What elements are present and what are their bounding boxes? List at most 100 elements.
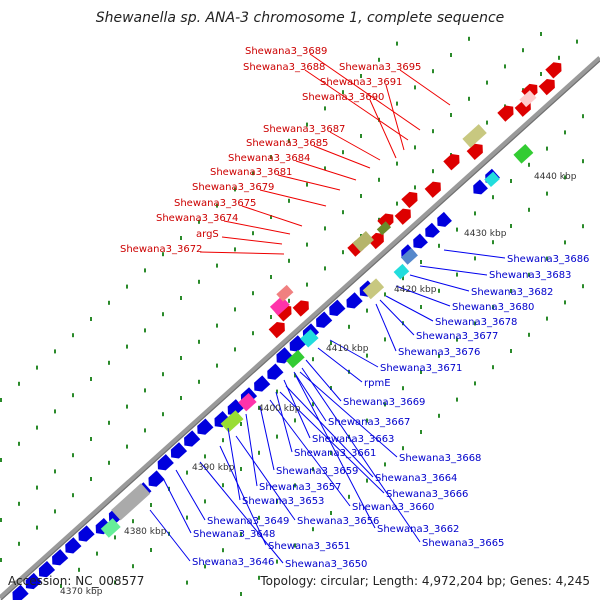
gene-feature[interactable] bbox=[538, 78, 555, 96]
gene-label[interactable]: Shewana3_3662 bbox=[377, 524, 459, 535]
gene-label[interactable]: Shewana3_3685 bbox=[246, 138, 328, 149]
rna-feature[interactable] bbox=[100, 518, 121, 538]
rna-feature[interactable] bbox=[111, 483, 151, 521]
gene-label[interactable]: Shewana3_3677 bbox=[416, 331, 498, 342]
gene-feature[interactable] bbox=[424, 181, 441, 198]
gene-feature[interactable] bbox=[289, 335, 306, 352]
gene-feature[interactable] bbox=[65, 537, 82, 554]
gene-label[interactable]: Shewana3_3665 bbox=[422, 538, 504, 549]
grid-dot bbox=[72, 453, 74, 458]
rna-feature[interactable] bbox=[276, 284, 294, 302]
gene-feature[interactable] bbox=[148, 470, 165, 487]
gene-label[interactable]: Shewana3_3666 bbox=[386, 489, 468, 500]
gene-feature[interactable] bbox=[78, 525, 95, 542]
gene-feature[interactable] bbox=[473, 179, 488, 195]
grid-dot bbox=[564, 130, 566, 135]
rna-feature[interactable] bbox=[352, 231, 374, 253]
gene-label[interactable]: Shewana3_3681 bbox=[210, 167, 292, 178]
grid-dot bbox=[108, 360, 110, 365]
gene-label[interactable]: Shewana3_3657 bbox=[259, 482, 341, 493]
gene-feature[interactable] bbox=[329, 299, 346, 316]
rna-feature[interactable] bbox=[513, 143, 534, 164]
gene-feature[interactable] bbox=[254, 375, 271, 392]
gene-label[interactable]: Shewana3_3660 bbox=[352, 502, 434, 513]
gene-label[interactable]: Shewana3_3671 bbox=[380, 363, 462, 374]
gene-feature[interactable] bbox=[497, 105, 514, 122]
gene-label[interactable]: argS bbox=[196, 229, 219, 240]
gene-label[interactable]: Shewana3_3668 bbox=[399, 453, 481, 464]
gene-label[interactable]: Shewana3_3687 bbox=[263, 124, 345, 135]
gene-label[interactable]: Shewana3_3661 bbox=[294, 448, 376, 459]
gene-feature[interactable] bbox=[443, 154, 460, 171]
gene-label[interactable]: Shewana3_3695 bbox=[339, 62, 421, 73]
gene-label[interactable]: Shewana3_3684 bbox=[228, 153, 310, 164]
gene-feature[interactable] bbox=[367, 232, 384, 250]
gene-label[interactable]: Shewana3_3674 bbox=[156, 213, 238, 224]
grid-dot bbox=[324, 266, 326, 271]
gene-feature[interactable] bbox=[401, 191, 418, 209]
gene-feature[interactable] bbox=[12, 584, 29, 600]
gene-label[interactable]: Shewana3_3680 bbox=[452, 302, 534, 313]
gene-label[interactable]: Shewana3_3675 bbox=[174, 198, 256, 209]
gene-label[interactable]: rpmE bbox=[364, 378, 391, 389]
rna-feature[interactable] bbox=[220, 410, 244, 433]
gene-feature[interactable] bbox=[52, 549, 69, 566]
gene-feature[interactable] bbox=[346, 292, 363, 309]
rna-feature[interactable] bbox=[362, 278, 385, 300]
gene-feature[interactable] bbox=[292, 300, 309, 317]
gene-label[interactable]: Shewana3_3683 bbox=[489, 270, 571, 281]
gene-label[interactable]: Shewana3_3653 bbox=[242, 496, 324, 507]
gene-feature[interactable] bbox=[25, 572, 42, 590]
rna-feature[interactable] bbox=[238, 393, 257, 412]
gene-feature[interactable] bbox=[425, 222, 440, 238]
gene-label[interactable]: Shewana3_3646 bbox=[192, 557, 274, 568]
gene-label[interactable]: Shewana3_3669 bbox=[343, 397, 425, 408]
gene-label[interactable]: Shewana3_3651 bbox=[268, 541, 350, 552]
gene-label[interactable]: Shewana3_3686 bbox=[507, 254, 589, 265]
gene-feature[interactable] bbox=[170, 442, 188, 459]
grid-dot bbox=[36, 525, 38, 530]
grid-dot bbox=[414, 85, 416, 90]
gene-label[interactable]: Shewana3_3690 bbox=[302, 92, 384, 103]
rna-feature[interactable] bbox=[393, 263, 410, 280]
gene-feature[interactable] bbox=[316, 311, 333, 328]
rna-feature[interactable] bbox=[519, 90, 537, 108]
gene-label[interactable]: Shewana3_3676 bbox=[398, 347, 480, 358]
rna-feature[interactable] bbox=[462, 124, 487, 148]
gene-label[interactable]: Shewana3_3688 bbox=[243, 62, 325, 73]
gene-label[interactable]: Shewana3_3678 bbox=[435, 317, 517, 328]
gene-feature[interactable] bbox=[197, 418, 214, 435]
gene-label[interactable]: Shewana3_3691 bbox=[320, 77, 402, 88]
rna-feature[interactable] bbox=[269, 295, 290, 316]
gene-feature[interactable] bbox=[394, 208, 411, 225]
rna-feature[interactable] bbox=[400, 248, 418, 265]
gene-label[interactable]: Shewana3_3664 bbox=[375, 473, 457, 484]
grid-dot bbox=[306, 182, 308, 187]
gene-feature[interactable] bbox=[184, 430, 201, 447]
gene-label[interactable]: Shewana3_3649 bbox=[207, 516, 289, 527]
gene-label[interactable]: Shewana3_3648 bbox=[193, 529, 275, 540]
gene-label[interactable]: Shewana3_3656 bbox=[297, 516, 379, 527]
gene-feature[interactable] bbox=[466, 143, 483, 161]
rna-feature[interactable] bbox=[376, 221, 392, 236]
gene-label[interactable]: Shewana3_3667 bbox=[328, 417, 410, 428]
gene-label[interactable]: Shewana3_3689 bbox=[245, 46, 327, 57]
gene-feature[interactable] bbox=[413, 233, 428, 249]
gene-feature[interactable] bbox=[437, 211, 452, 227]
gene-feature[interactable] bbox=[38, 561, 56, 578]
gene-feature[interactable] bbox=[267, 363, 284, 380]
gene-feature[interactable] bbox=[227, 399, 244, 416]
gene-label[interactable]: Shewana3_3663 bbox=[312, 434, 394, 445]
rna-feature[interactable] bbox=[300, 329, 319, 348]
gene-label[interactable]: Shewana3_3682 bbox=[471, 287, 553, 298]
gene-label[interactable]: Shewana3_3679 bbox=[192, 182, 274, 193]
gene-feature[interactable] bbox=[545, 62, 562, 79]
rna-feature[interactable] bbox=[484, 171, 500, 188]
gene-label[interactable]: Shewana3_3672 bbox=[120, 244, 202, 255]
gene-feature[interactable] bbox=[268, 321, 285, 339]
gene-label[interactable]: Shewana3_3659 bbox=[276, 466, 358, 477]
grid-dot bbox=[360, 194, 362, 198]
gene-feature[interactable] bbox=[157, 454, 174, 471]
rna-feature[interactable] bbox=[286, 349, 305, 369]
gene-label[interactable]: Shewana3_3650 bbox=[285, 559, 367, 570]
